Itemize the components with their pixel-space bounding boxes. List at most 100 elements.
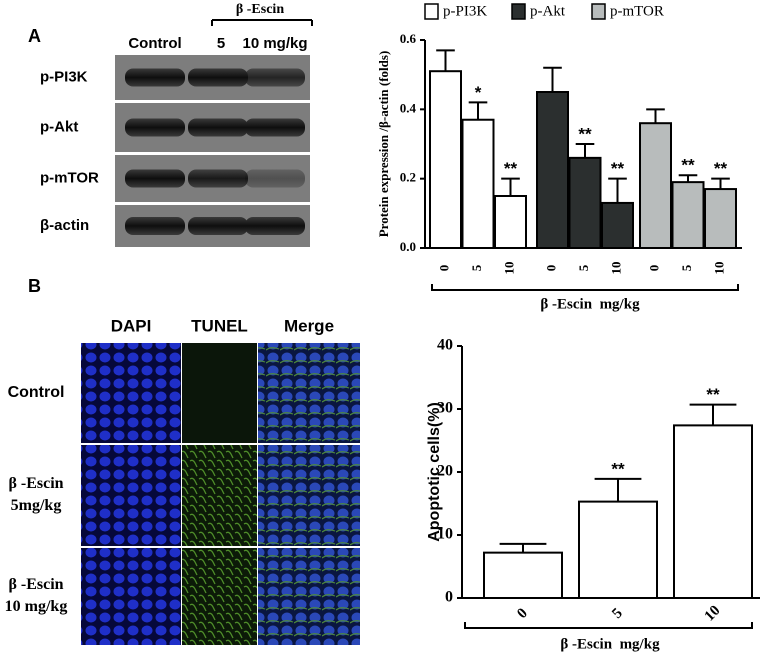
bar — [704, 188, 737, 249]
significance: ** — [611, 459, 625, 478]
y-tick-label: 20 — [437, 463, 453, 480]
group-label: β -Escin — [236, 2, 284, 17]
micrograph — [81, 343, 181, 443]
column-label: TUNEL — [191, 316, 248, 335]
row-label: β-actin — [40, 217, 89, 234]
blot-band — [245, 217, 305, 235]
bar — [483, 551, 563, 600]
error-bar — [436, 49, 455, 72]
bar — [671, 181, 705, 249]
micrograph — [258, 548, 360, 645]
row-label: β -Escin — [8, 576, 63, 593]
x-axis-label: β -Escin mg/kg — [560, 636, 660, 652]
bar — [673, 424, 753, 599]
x-tick-label: 0 — [436, 265, 451, 272]
y-axis-label: Protein expression /β-actin (folds) — [376, 51, 391, 238]
error-bar — [594, 477, 642, 502]
significance: * — [475, 83, 482, 102]
error-bar — [711, 177, 730, 190]
x-tick-label: 5 — [469, 264, 484, 271]
bar — [568, 156, 602, 249]
legend-label: p-PI3K — [443, 3, 487, 19]
legend-label: p-mTOR — [610, 3, 664, 19]
y-tick-label: 0.6 — [400, 31, 417, 46]
panel-label: A — [28, 26, 41, 46]
micrograph — [182, 548, 257, 645]
significance: ** — [714, 159, 728, 178]
row-label: p-PI3K — [40, 68, 88, 85]
blot-band — [188, 217, 248, 235]
x-axis-label: β -Escin mg/kg — [540, 296, 640, 312]
y-tick-label: 10 — [437, 526, 453, 543]
row-label: β -Escin — [8, 475, 63, 492]
column-label: 10 mg/kg — [242, 35, 307, 52]
x-tick-label: 5 — [609, 605, 626, 622]
legend-swatch — [591, 3, 606, 20]
error-bar — [608, 177, 627, 203]
microscopy: DAPI TUNEL Merge Control β -Escin 5mg/kg β -Es… — [5, 316, 360, 645]
y-tick-label: 30 — [437, 400, 453, 417]
x-tick-label: 10 — [702, 603, 724, 625]
column-label: 5 — [217, 35, 225, 52]
row-label: p-Akt — [40, 118, 78, 135]
blot-band — [125, 169, 185, 188]
blot: p-PI3K p-Akt p-mTOR β-actin — [40, 55, 310, 247]
charts: 0.0 0.2 0.4 0.6 Protein expression /β-actin … — [376, 3, 760, 652]
significance: ** — [611, 159, 625, 178]
blot-band — [245, 68, 305, 87]
micrograph — [258, 343, 360, 443]
bar — [578, 500, 658, 599]
micrograph — [81, 445, 181, 546]
panel-label: B — [28, 276, 41, 296]
y-axis-label: Apoptotic cells(%) — [426, 402, 443, 542]
column-label: Merge — [284, 316, 334, 335]
y-tick-label: 0.2 — [400, 170, 416, 185]
row-label: p-mTOR — [40, 169, 99, 186]
y-tick-label: 0.0 — [400, 239, 416, 254]
x-tick-label: 10 — [608, 262, 623, 275]
significance: ** — [706, 385, 720, 404]
bracket — [464, 622, 753, 629]
bar — [494, 195, 527, 249]
error-bar — [678, 174, 698, 183]
significance: ** — [504, 159, 518, 178]
blot-band — [125, 217, 185, 235]
row-label: Control — [8, 384, 65, 401]
y-tick-label: 0.4 — [400, 100, 417, 115]
significance: ** — [681, 156, 695, 175]
error-bar — [646, 108, 665, 124]
row-label: 5mg/kg — [11, 497, 62, 514]
micrograph — [81, 548, 181, 645]
error-bar — [499, 542, 547, 553]
micrograph — [182, 445, 257, 546]
bar — [639, 122, 672, 249]
column-label: Control — [128, 35, 181, 52]
x-tick-label: 5 — [576, 264, 591, 271]
blot-band — [188, 118, 248, 137]
bar — [536, 91, 569, 249]
error-bar — [543, 66, 562, 92]
error-bar — [689, 403, 737, 426]
legend-label: p-Akt — [530, 3, 566, 19]
bracket — [431, 284, 739, 291]
blot-band — [125, 68, 185, 87]
row-label: 10 mg/kg — [5, 598, 68, 615]
x-tick-label: 0 — [514, 605, 531, 622]
x-tick-label: 5 — [679, 264, 694, 271]
y-tick-label: 40 — [437, 337, 453, 354]
blot-band — [125, 118, 185, 137]
legend-swatch — [424, 3, 439, 20]
y-tick-label: 0 — [445, 589, 453, 606]
bar — [429, 70, 462, 249]
legend-swatch — [511, 3, 526, 20]
error-bar — [468, 101, 488, 120]
blot-band — [188, 169, 248, 188]
x-tick-label: 10 — [501, 262, 516, 275]
significance: ** — [578, 124, 592, 143]
error-bar — [575, 143, 595, 158]
error-bar — [501, 177, 520, 196]
x-tick-label: 0 — [543, 265, 558, 272]
blot-band — [188, 68, 248, 87]
micrograph — [182, 343, 257, 443]
